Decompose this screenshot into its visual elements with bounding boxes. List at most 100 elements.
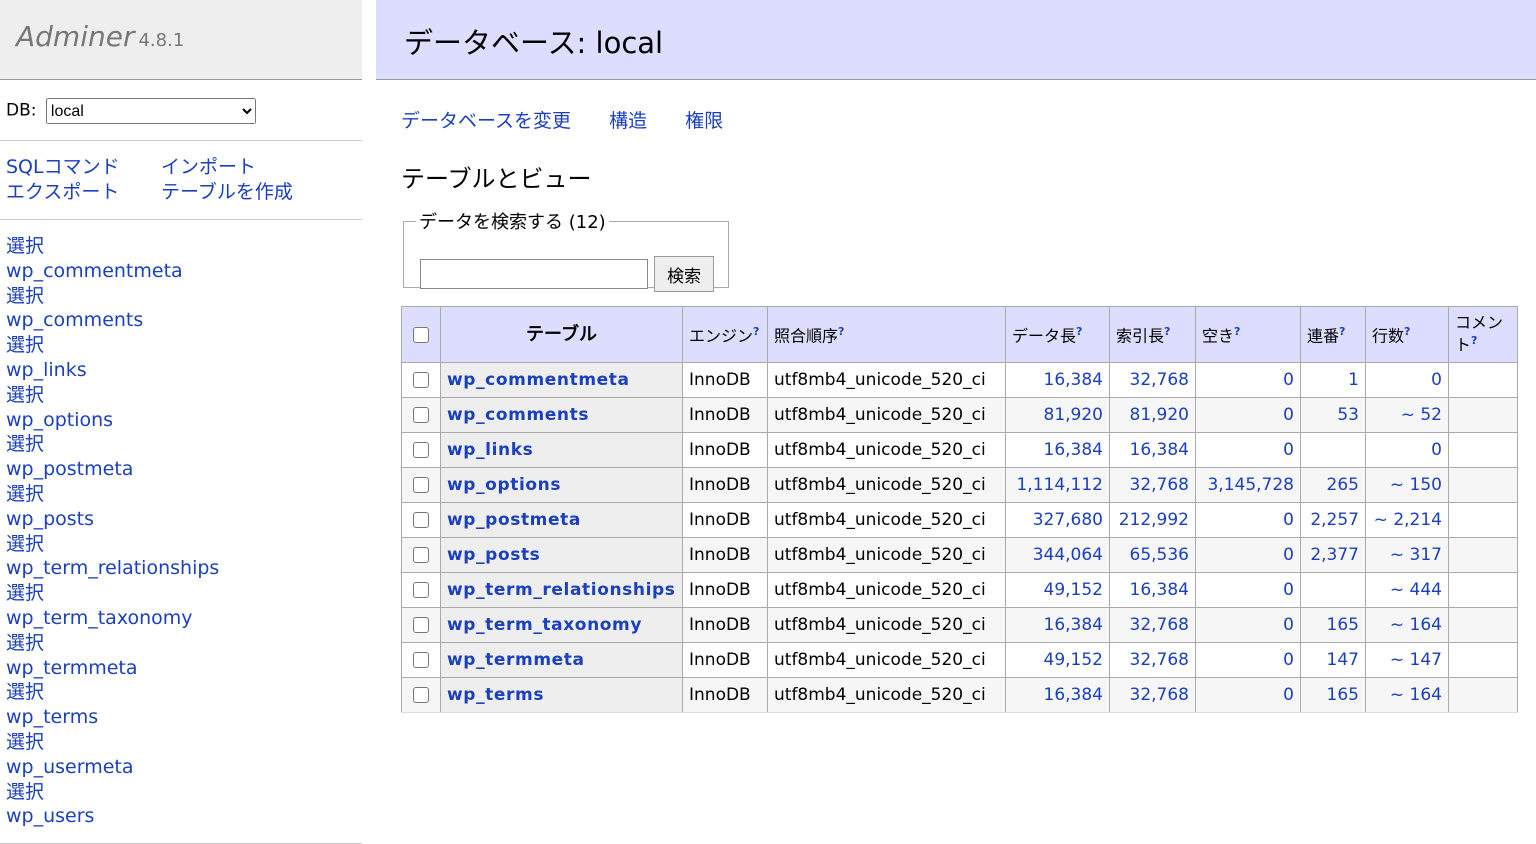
- select-link[interactable]: 選択: [6, 780, 45, 803]
- rows-link[interactable]: ~ 317: [1365, 537, 1449, 573]
- auto-increment-link[interactable]: [1300, 432, 1366, 468]
- table-name-link[interactable]: wp_options: [447, 475, 562, 495]
- table-name-link[interactable]: wp_commentmeta: [447, 370, 630, 390]
- data-length-link[interactable]: 49,152: [1005, 572, 1110, 608]
- help-icon[interactable]: ?: [753, 325, 760, 339]
- data-length-link[interactable]: 327,680: [1005, 502, 1110, 538]
- row-checkbox[interactable]: [413, 512, 429, 528]
- index-length-link[interactable]: 212,992: [1109, 502, 1196, 538]
- row-checkbox[interactable]: [413, 477, 429, 493]
- auto-increment-link[interactable]: 265: [1300, 467, 1366, 503]
- auto-increment-link[interactable]: 2,377: [1300, 537, 1366, 573]
- data-length-link[interactable]: 16,384: [1005, 432, 1110, 468]
- row-checkbox[interactable]: [413, 407, 429, 423]
- app-logo[interactable]: Adminer 4.8.1: [0, 0, 362, 80]
- sidebar-table-link[interactable]: wp_options: [6, 408, 114, 431]
- search-button[interactable]: 検索: [654, 256, 714, 292]
- data-free-link[interactable]: 0: [1195, 677, 1301, 713]
- data-length-link[interactable]: 16,384: [1005, 607, 1110, 643]
- export-link[interactable]: エクスポート: [6, 181, 120, 203]
- search-input[interactable]: [420, 259, 648, 289]
- sidebar-table-link[interactable]: wp_postmeta: [6, 458, 134, 481]
- select-link[interactable]: 選択: [6, 383, 45, 406]
- data-free-link[interactable]: 0: [1195, 502, 1301, 538]
- data-length-link[interactable]: 81,920: [1005, 397, 1110, 433]
- auto-increment-link[interactable]: 165: [1300, 677, 1366, 713]
- data-length-link[interactable]: 1,114,112: [1005, 467, 1110, 503]
- data-free-link[interactable]: 3,145,728: [1195, 467, 1301, 503]
- index-length-link[interactable]: 16,384: [1109, 432, 1196, 468]
- rows-link[interactable]: ~ 164: [1365, 677, 1449, 713]
- select-link[interactable]: 選択: [6, 334, 45, 357]
- select-link[interactable]: 選択: [6, 532, 45, 555]
- data-length-link[interactable]: 49,152: [1005, 642, 1110, 678]
- row-checkbox[interactable]: [413, 652, 429, 668]
- data-free-link[interactable]: 0: [1195, 362, 1301, 398]
- select-link[interactable]: 選択: [6, 433, 45, 456]
- db-select[interactable]: local: [45, 98, 256, 124]
- select-link[interactable]: 選択: [6, 631, 45, 654]
- data-length-link[interactable]: 16,384: [1005, 362, 1110, 398]
- rows-link[interactable]: ~ 444: [1365, 572, 1449, 608]
- help-icon[interactable]: ?: [838, 325, 845, 339]
- row-checkbox[interactable]: [413, 372, 429, 388]
- auto-increment-link[interactable]: 2,257: [1300, 502, 1366, 538]
- auto-increment-link[interactable]: 165: [1300, 607, 1366, 643]
- index-length-link[interactable]: 32,768: [1109, 677, 1196, 713]
- sidebar-table-link[interactable]: wp_posts: [6, 507, 95, 530]
- help-icon[interactable]: ?: [1339, 325, 1346, 339]
- help-icon[interactable]: ?: [1076, 325, 1083, 339]
- table-name-link[interactable]: wp_term_relationships: [447, 580, 676, 600]
- structure-link[interactable]: 構造: [609, 110, 648, 132]
- data-free-link[interactable]: 0: [1195, 397, 1301, 433]
- select-link[interactable]: 選択: [6, 582, 45, 605]
- rows-link[interactable]: ~ 150: [1365, 467, 1449, 503]
- auto-increment-link[interactable]: [1300, 572, 1366, 608]
- row-checkbox[interactable]: [413, 547, 429, 563]
- sidebar-table-link[interactable]: wp_commentmeta: [6, 259, 183, 282]
- data-free-link[interactable]: 0: [1195, 642, 1301, 678]
- select-link[interactable]: 選択: [6, 235, 45, 257]
- table-name-link[interactable]: wp_termmeta: [447, 650, 585, 670]
- data-length-link[interactable]: 16,384: [1005, 677, 1110, 713]
- sidebar-table-link[interactable]: wp_term_taxonomy: [6, 606, 193, 629]
- row-checkbox[interactable]: [413, 617, 429, 633]
- auto-increment-link[interactable]: 147: [1300, 642, 1366, 678]
- index-length-link[interactable]: 65,536: [1109, 537, 1196, 573]
- auto-increment-link[interactable]: 53: [1300, 397, 1366, 433]
- table-name-link[interactable]: wp_term_taxonomy: [447, 615, 643, 635]
- select-link[interactable]: 選択: [6, 284, 45, 307]
- help-icon[interactable]: ?: [1164, 325, 1171, 339]
- help-icon[interactable]: ?: [1234, 325, 1241, 339]
- import-link[interactable]: インポート: [161, 156, 257, 178]
- row-checkbox[interactable]: [413, 442, 429, 458]
- index-length-link[interactable]: 16,384: [1109, 572, 1196, 608]
- data-length-link[interactable]: 344,064: [1005, 537, 1110, 573]
- data-free-link[interactable]: 0: [1195, 572, 1301, 608]
- select-link[interactable]: 選択: [6, 681, 45, 704]
- rows-link[interactable]: ~ 52: [1365, 397, 1449, 433]
- data-free-link[interactable]: 0: [1195, 607, 1301, 643]
- select-link[interactable]: 選択: [6, 482, 45, 505]
- sidebar-table-link[interactable]: wp_termmeta: [6, 656, 138, 679]
- sql-command-link[interactable]: SQLコマンド: [6, 156, 120, 178]
- rows-link[interactable]: ~ 164: [1365, 607, 1449, 643]
- rows-link[interactable]: ~ 147: [1365, 642, 1449, 678]
- privileges-link[interactable]: 権限: [685, 110, 724, 132]
- help-icon[interactable]: ?: [1404, 325, 1411, 339]
- table-name-link[interactable]: wp_comments: [447, 405, 590, 425]
- alter-db-link[interactable]: データベースを変更: [401, 110, 572, 132]
- data-free-link[interactable]: 0: [1195, 432, 1301, 468]
- index-length-link[interactable]: 32,768: [1109, 362, 1196, 398]
- sidebar-table-link[interactable]: wp_comments: [6, 309, 144, 332]
- data-free-link[interactable]: 0: [1195, 537, 1301, 573]
- sidebar-table-link[interactable]: wp_term_relationships: [6, 557, 220, 580]
- table-name-link[interactable]: wp_posts: [447, 545, 541, 565]
- table-name-link[interactable]: wp_postmeta: [447, 510, 581, 530]
- select-link[interactable]: 選択: [6, 730, 45, 753]
- auto-increment-link[interactable]: 1: [1300, 362, 1366, 398]
- index-length-link[interactable]: 32,768: [1109, 607, 1196, 643]
- sidebar-table-link[interactable]: wp_usermeta: [6, 755, 134, 778]
- help-icon[interactable]: ?: [1471, 334, 1478, 348]
- select-all-checkbox[interactable]: [413, 327, 429, 343]
